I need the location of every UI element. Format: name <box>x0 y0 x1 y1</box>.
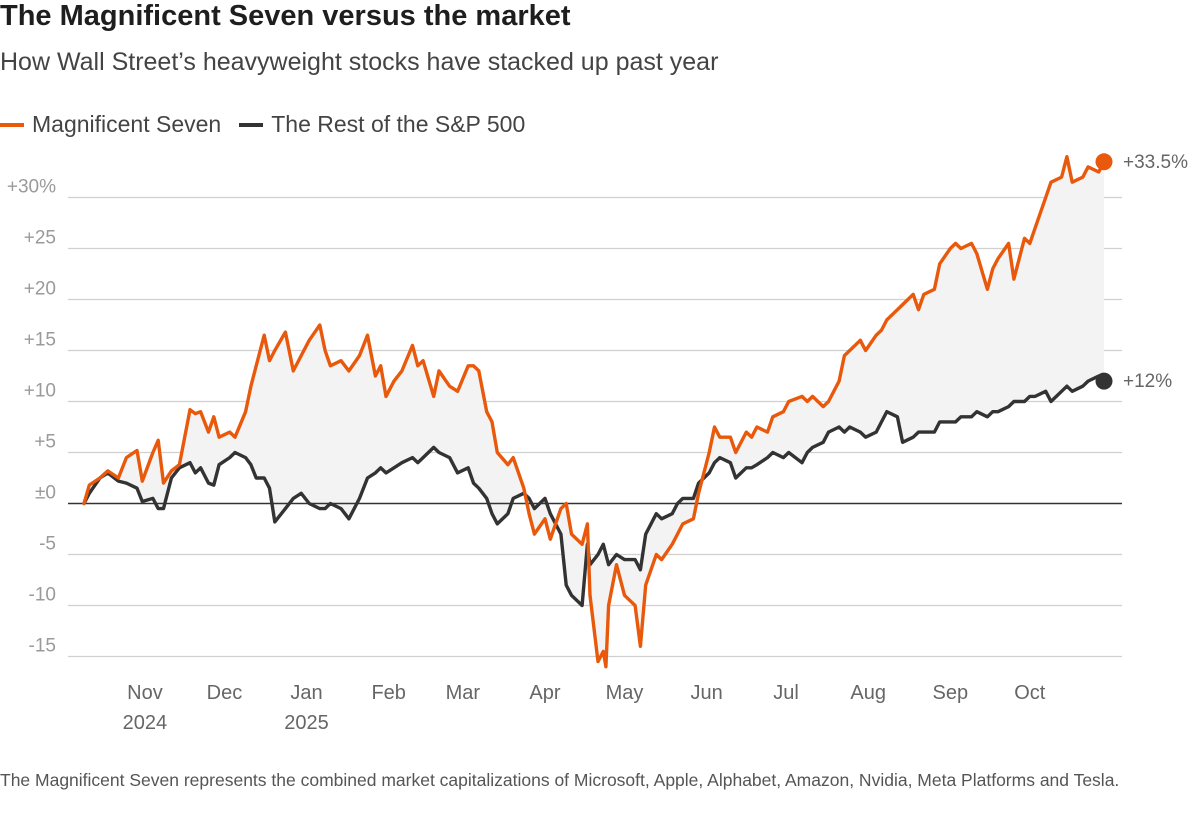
legend-label-rest: The Rest of the S&P 500 <box>271 111 526 137</box>
series-line-mag7 <box>82 155 1106 669</box>
x-tick-label: Aug <box>850 682 886 704</box>
x-tick-label: Nov <box>127 682 163 704</box>
y-tick-label: -15 <box>29 636 56 657</box>
legend-item-mag7: Magnificent Seven <box>0 111 221 138</box>
y-tick-label: +10 <box>24 381 56 402</box>
x-tick-label: Jan <box>290 682 322 704</box>
x-tick-label: Jul <box>773 682 799 704</box>
y-tick-label: +5 <box>34 432 56 453</box>
legend-swatch-mag7 <box>0 122 24 127</box>
x-tick-label: Oct <box>1014 682 1046 704</box>
y-tick-label: +15 <box>24 330 56 351</box>
y-tick-label: +30% <box>7 177 56 198</box>
gap-area <box>84 156 1104 667</box>
x-tick-label: Mar <box>446 682 481 704</box>
y-tick-label: +20 <box>24 279 56 300</box>
x-tick-label: May <box>606 682 644 704</box>
x-tick-label: Feb <box>371 682 405 704</box>
legend-swatch-rest <box>239 122 264 127</box>
x-tick-year-label: 2025 <box>284 712 329 734</box>
end-label-mag7: +33.5% <box>1123 152 1188 173</box>
footnote: The Magnificent Seven represents the com… <box>0 770 1120 790</box>
y-tick-label: -10 <box>29 585 56 606</box>
legend: Magnificent Seven The Rest of the S&P 50… <box>0 111 543 138</box>
chart-title: The Magnificent Seven versus the market <box>0 0 571 32</box>
series-line-rest <box>82 374 1106 608</box>
x-tick-label: Sep <box>933 682 969 704</box>
legend-item-rest: The Rest of the S&P 500 <box>239 111 525 138</box>
legend-label-mag7: Magnificent Seven <box>32 111 222 137</box>
x-tick-label: Jun <box>690 682 722 704</box>
end-marker-mag7 <box>1095 153 1113 171</box>
y-tick-label: +25 <box>24 228 56 249</box>
chart-subtitle: How Wall Street’s heavyweight stocks hav… <box>0 48 719 76</box>
line-chart: +30% +25 +20 +15 +10 +5 ±0 -5 -10 -15 +33.5% +12% No… <box>7 152 1188 734</box>
y-tick-label: -5 <box>39 534 56 555</box>
x-tick-label: Dec <box>207 682 243 704</box>
x-tick-year-label: 2024 <box>123 712 168 734</box>
end-marker-rest <box>1095 372 1113 390</box>
y-tick-label: ±0 <box>35 483 56 504</box>
x-tick-label: Apr <box>529 682 560 704</box>
end-label-rest: +12% <box>1123 371 1172 392</box>
